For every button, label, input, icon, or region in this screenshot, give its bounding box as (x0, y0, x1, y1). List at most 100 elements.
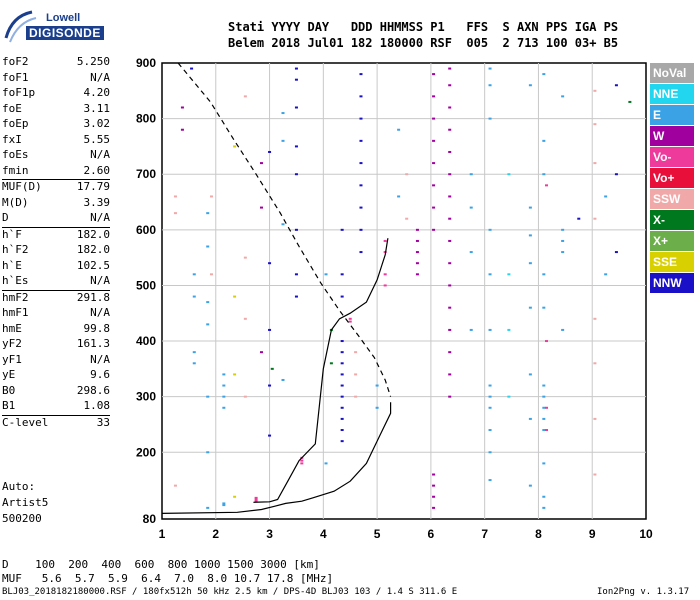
echo-point (300, 462, 304, 465)
echo-point (206, 395, 210, 398)
param-value: N/A (90, 70, 110, 84)
param-row: hmF2 291.8 (2, 289, 110, 307)
echo-point (294, 273, 298, 276)
param-value: N/A (90, 306, 110, 319)
echo-point (469, 251, 473, 254)
echo-point (375, 384, 379, 387)
echo-point (542, 395, 546, 398)
footer-file-info: BLJ03_2018182180000.RSF / 180fx512h 50 k… (2, 587, 458, 597)
echo-point (448, 67, 452, 70)
echo-point (432, 484, 436, 487)
echo-point (233, 495, 237, 498)
echo-point (270, 367, 274, 370)
echo-point (628, 100, 632, 103)
echo-point (222, 395, 226, 398)
param-label: foEp (2, 117, 29, 130)
x-tick-label: 9 (589, 527, 596, 541)
echo-point (259, 206, 263, 209)
param-row: fxI 5.55 (2, 133, 110, 149)
echo-point (448, 328, 452, 331)
y-tick-label: 300 (136, 390, 156, 404)
param-value: 291.8 (76, 290, 110, 304)
echo-point (233, 373, 237, 376)
param-row: h`Es N/A (2, 274, 110, 290)
footer-version: Ion2Png v. 1.3.17 (597, 587, 690, 597)
param-row: foE 3.11 (2, 102, 110, 118)
echo-point (348, 320, 352, 323)
param-value: 3.02 (83, 117, 111, 130)
echo-point (604, 195, 608, 198)
auto-code: 500200 (2, 512, 42, 525)
echo-point (324, 462, 328, 465)
x-tick-label: 8 (535, 527, 542, 541)
echo-point (448, 106, 452, 109)
echo-point (432, 206, 436, 209)
echo-point (507, 328, 511, 331)
legend-item: NoVal (650, 63, 694, 83)
echo-point (348, 317, 352, 320)
param-row: yE 9.6 (2, 368, 110, 384)
param-row: fmin 2.60 (2, 164, 110, 180)
logo-digisonde: DIGISONDE (26, 26, 104, 40)
param-label: fxI (2, 132, 22, 146)
x-tick-label: 6 (428, 527, 435, 541)
param-value: 182.0 (76, 243, 110, 256)
param-value: 1.08 (83, 399, 111, 412)
echo-point (488, 395, 492, 398)
echo-point (243, 256, 247, 259)
echo-point (469, 173, 473, 176)
legend-item: Vo- (650, 147, 694, 167)
param-value: 5.250 (76, 55, 110, 68)
y-tick-label: 800 (136, 112, 156, 126)
echo-point (528, 234, 532, 237)
echo-point (542, 306, 546, 309)
param-label: hmE (2, 321, 22, 335)
echo-point (192, 351, 196, 354)
y-tick-label: 900 (136, 56, 156, 70)
echo-point (222, 373, 226, 376)
param-label: hmF1 (2, 306, 29, 319)
echo-point (359, 95, 363, 98)
param-label: foF1 (2, 70, 29, 84)
param-row: h`F 182.0 (2, 226, 110, 244)
echo-point (448, 217, 452, 220)
echo-point (542, 495, 546, 498)
echo-point (415, 262, 419, 265)
param-value: N/A (90, 211, 110, 224)
param-label: D (2, 211, 9, 224)
echo-point (268, 150, 272, 153)
echo-point (397, 128, 401, 131)
echo-point (192, 362, 196, 365)
echo-point (432, 117, 436, 120)
echo-point (243, 317, 247, 320)
echo-point (415, 251, 419, 254)
echo-point (542, 173, 546, 176)
echo-point (593, 473, 597, 476)
echo-point (206, 212, 210, 215)
y-tick-label: 80 (143, 512, 157, 526)
legend-item: E (650, 105, 694, 125)
param-label: B0 (2, 383, 16, 397)
echo-point (432, 184, 436, 187)
echo-point (340, 373, 344, 376)
echo-point (383, 273, 387, 276)
echo-point (432, 139, 436, 142)
y-tick-label: 200 (136, 445, 156, 459)
echo-point (340, 351, 344, 354)
echo-point (340, 362, 344, 365)
echo-point (528, 206, 532, 209)
echo-point (243, 95, 247, 98)
echo-point (432, 506, 436, 509)
echo-point (180, 128, 184, 131)
param-value: 3.11 (83, 101, 111, 115)
echo-point (469, 328, 473, 331)
legend-item: NNW (650, 273, 694, 293)
y-tick-label: 500 (136, 278, 156, 292)
muf-table-muf: MUF 5.6 5.7 5.9 6.4 7.0 8.0 10.7 17.8 [M… (2, 572, 334, 585)
echo-point (206, 451, 210, 454)
auto-artist: Artist5 (2, 496, 49, 509)
param-label: h`Es (2, 274, 29, 287)
echo-point (415, 228, 419, 231)
param-value: 9.6 (90, 368, 110, 381)
echo-point (359, 139, 363, 142)
